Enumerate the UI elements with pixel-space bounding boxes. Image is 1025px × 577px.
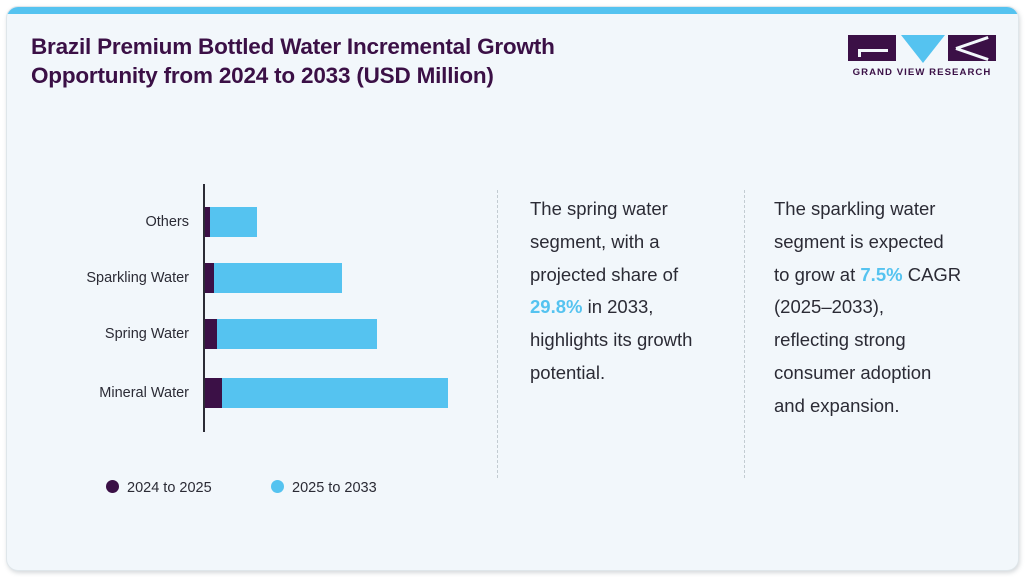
- logo-wordmark: GRAND VIEW RESEARCH: [852, 67, 992, 78]
- infographic-card: Brazil Premium Bottled Water Incremental…: [6, 6, 1019, 571]
- page-title: Brazil Premium Bottled Water Incremental…: [31, 32, 731, 90]
- legend-swatch-icon-2024-2025: [106, 480, 119, 493]
- callout-2-text-after: CAGR (2025–2033), reflecting strong cons…: [774, 263, 962, 416]
- chart-y-axis-line: [203, 184, 205, 432]
- bar-segment-2024-2025-sparkling-water[interactable]: [205, 263, 214, 293]
- bar-label-sparkling-water: Sparkling Water: [86, 270, 189, 286]
- legend-item-2024-to-2025[interactable]: 2024 to 2025: [106, 479, 212, 501]
- logo-g-cut-horizontal: [858, 49, 888, 52]
- bar-segment-2024-2025-spring-water[interactable]: [205, 319, 217, 349]
- top-accent-strip: [7, 7, 1018, 14]
- callout-1-text-after: in 2033, highlights its growth potential…: [530, 296, 693, 383]
- bar-segment-2025-2033-mineral-water[interactable]: [222, 378, 448, 408]
- logo-v-triangle-icon: [901, 35, 945, 63]
- legend-label-2025-to-2033: 2025 to 2033: [292, 480, 377, 496]
- bar-label-others: Others: [145, 214, 189, 230]
- callout-sparkling-water: The sparkling water segment is expected …: [774, 193, 964, 423]
- incremental-growth-bar-chart: Others Sparkling Water Spring Water Mine…: [7, 7, 487, 570]
- callout-2-highlight: 7.5%: [860, 263, 903, 285]
- divider-left: [497, 190, 498, 478]
- page-title-line-2: Opportunity from 2024 to 2033 (USD Milli…: [31, 63, 494, 88]
- bar-segment-2025-2033-others[interactable]: [210, 207, 257, 237]
- bar-segment-2024-2025-others[interactable]: [205, 207, 210, 237]
- divider-right: [744, 190, 745, 478]
- legend-label-2024-to-2025: 2024 to 2025: [127, 480, 212, 496]
- page-title-line-1: Brazil Premium Bottled Water Incremental…: [31, 34, 555, 59]
- callout-spring-water: The spring water segment, with a project…: [530, 193, 726, 390]
- gvr-logo-mark: [848, 35, 996, 63]
- legend-swatch-icon-2025-2033: [271, 480, 284, 493]
- bar-label-mineral-water: Mineral Water: [99, 385, 189, 401]
- logo-g-block-icon: [848, 35, 896, 61]
- logo-g-cut-vertical: [858, 49, 861, 57]
- bar-segment-2025-2033-sparkling-water[interactable]: [214, 263, 342, 293]
- bar-label-spring-water: Spring Water: [104, 326, 189, 342]
- bar-segment-2025-2033-spring-water[interactable]: [217, 319, 377, 349]
- callout-1-highlight: 29.8%: [530, 296, 583, 318]
- bar-segment-2024-2025-mineral-water[interactable]: [205, 378, 222, 408]
- callout-2-text-before: The sparkling water segment is expected …: [774, 198, 944, 285]
- grand-view-research-logo: GRAND VIEW RESEARCH: [848, 35, 996, 80]
- legend-item-2025-to-2033[interactable]: 2025 to 2033: [271, 479, 377, 501]
- callout-1-text-before: The spring water segment, with a project…: [530, 198, 679, 285]
